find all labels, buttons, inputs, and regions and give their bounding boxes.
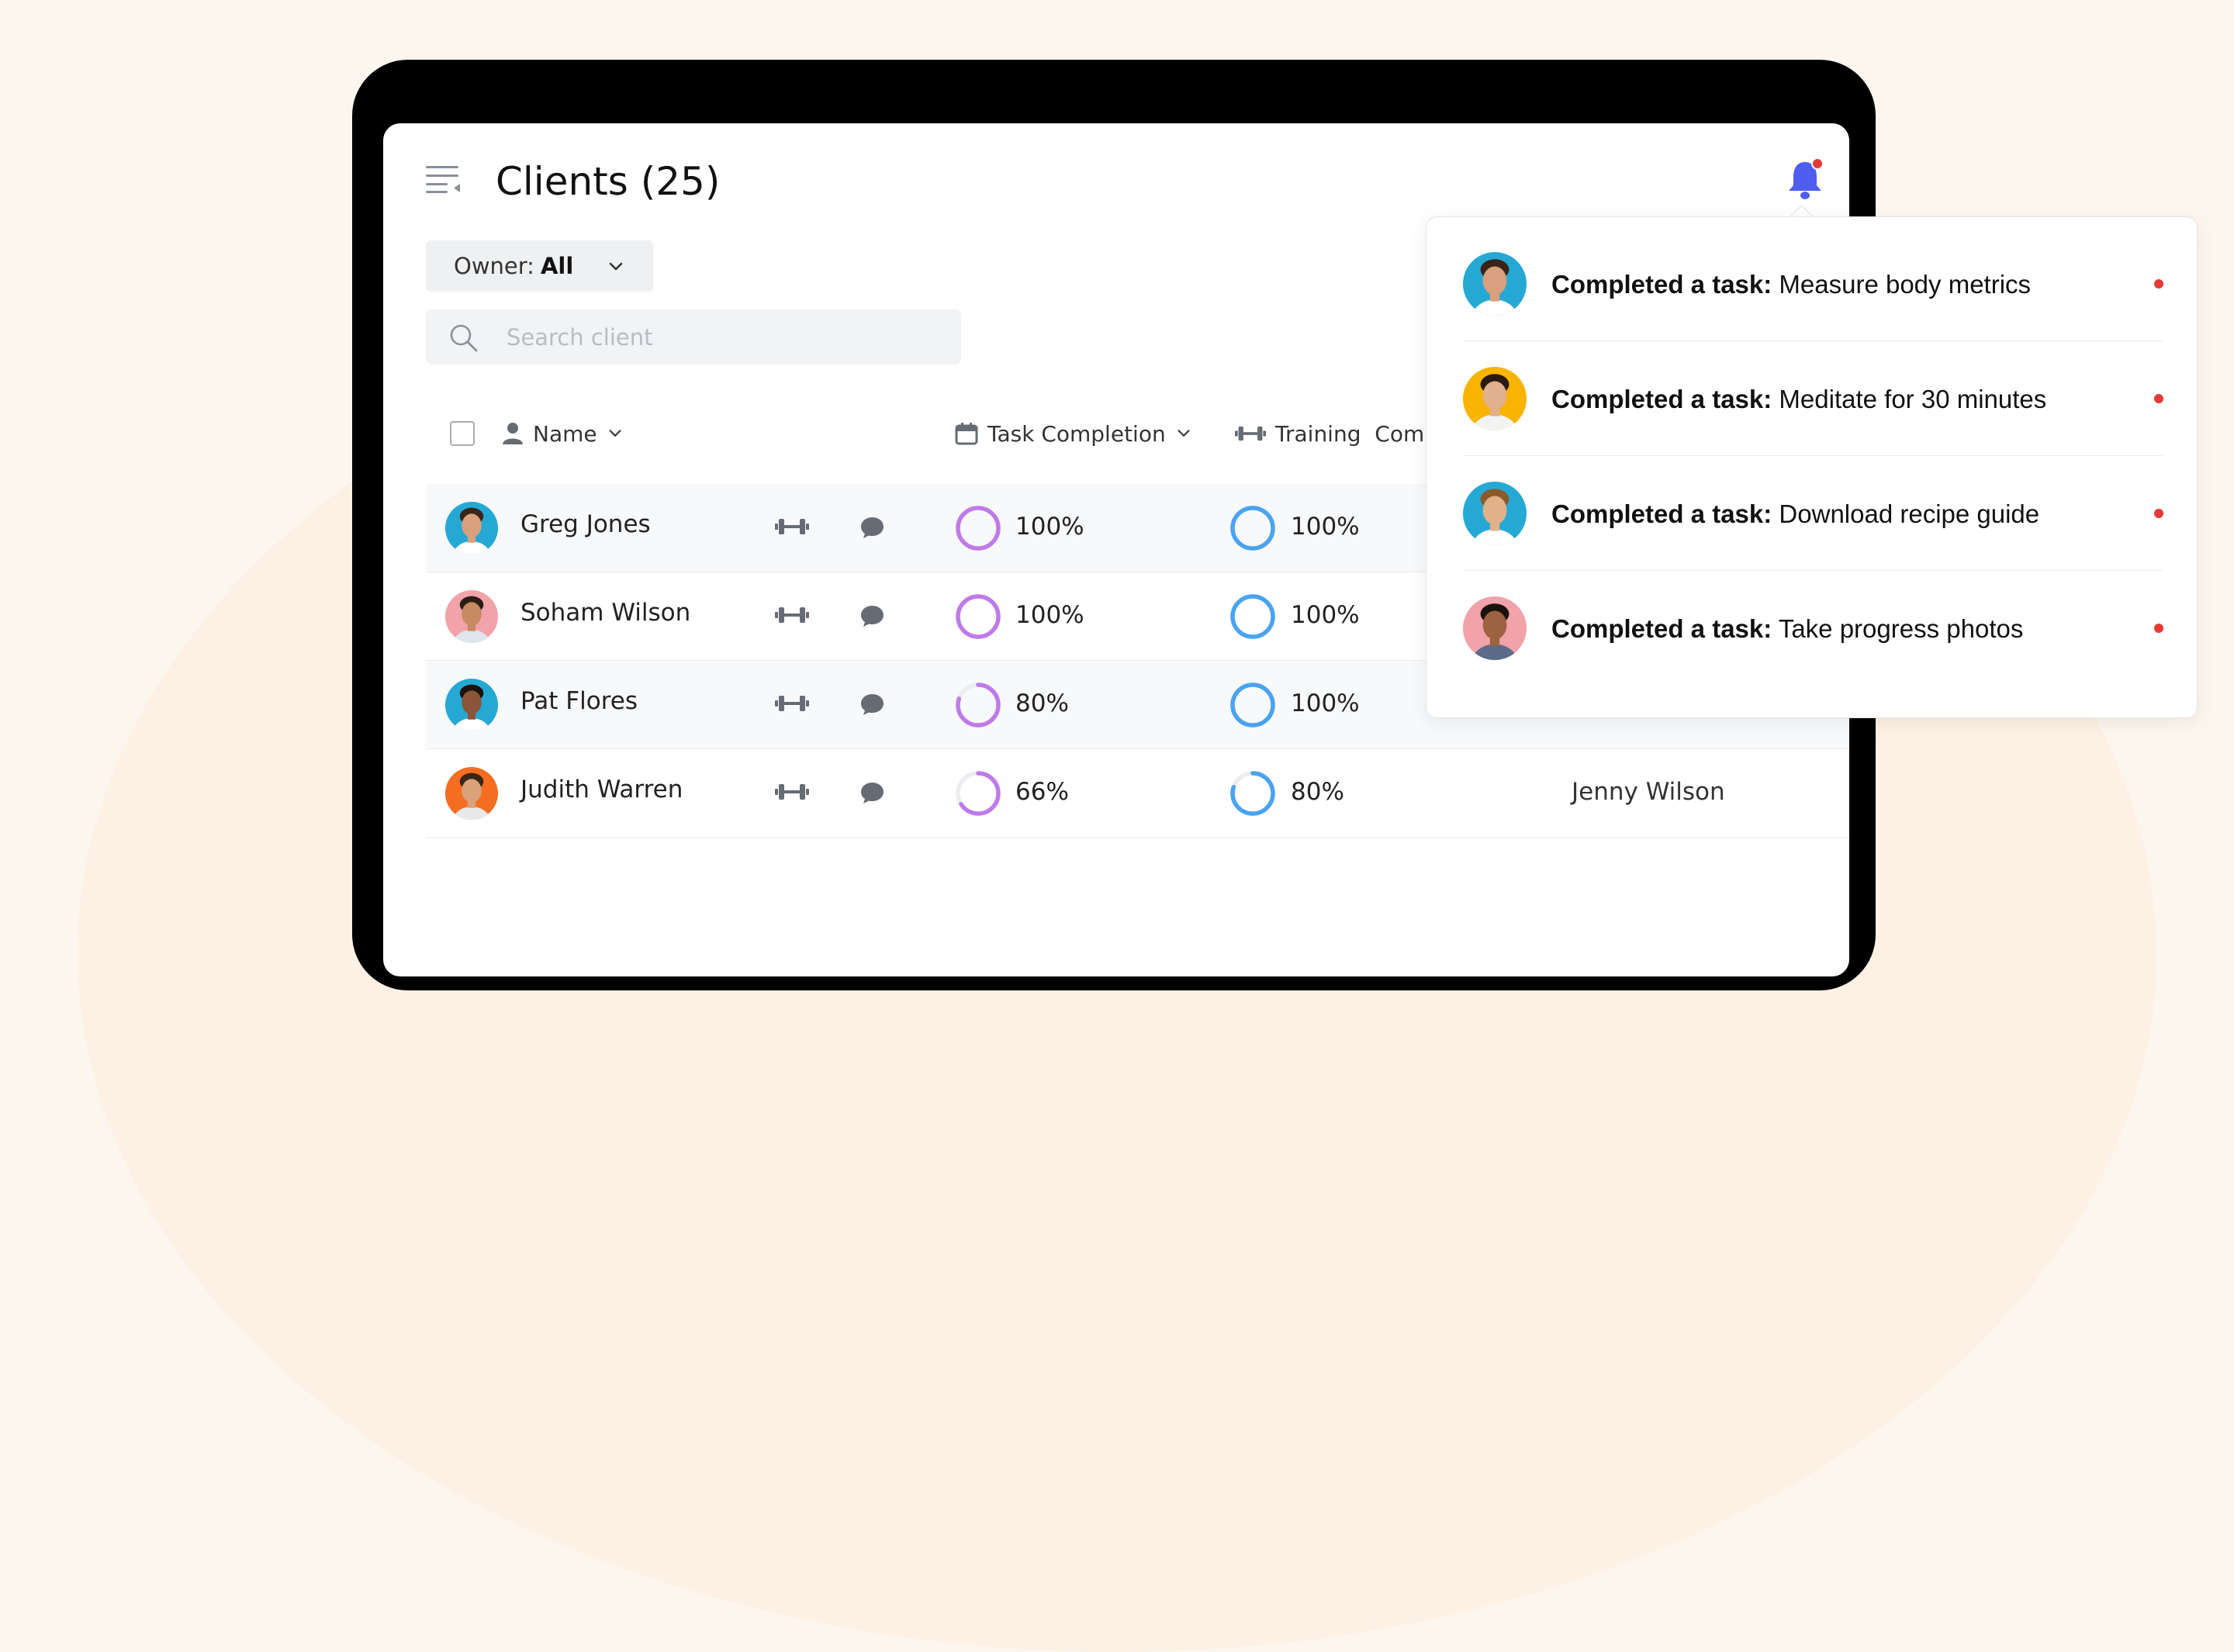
task-completion-ring: [956, 506, 1001, 551]
avatar: [1463, 367, 1527, 430]
table-header: Name Task Completion Training Comp: [426, 410, 1849, 457]
chat-icon[interactable]: [859, 604, 885, 628]
chevron-down-icon: [1178, 430, 1190, 437]
chevron-down-icon: [609, 430, 621, 437]
task-completion-value: 80%: [1015, 689, 1069, 717]
calendar-icon: [955, 423, 978, 445]
training-completion-ring-arc: [1230, 683, 1275, 728]
table-row[interactable]: Soham Wilson 100% 100%: [426, 572, 1849, 661]
task-completion-value: 100%: [1015, 601, 1084, 629]
training-completion-ring: [1230, 506, 1275, 551]
menu-icon[interactable]: [426, 164, 462, 195]
task-completion-value: 100%: [1015, 513, 1084, 541]
task-completion-ring: [956, 683, 1001, 728]
notification-text: Completed a task: Download recipe guide: [1551, 499, 2039, 529]
training-completion-value: 100%: [1291, 689, 1360, 717]
notification-badge: [1811, 157, 1824, 170]
training-completion-ring-arc: [1230, 771, 1275, 816]
task-completion-ring: [956, 771, 1001, 816]
owner-filter-value: All: [540, 253, 574, 279]
client-name[interactable]: Judith Warren: [520, 776, 683, 804]
avatar: [445, 767, 498, 820]
training-completion-ring-arc: [1230, 594, 1275, 639]
column-training-completion-header[interactable]: Training Comp: [1235, 410, 1447, 457]
task-completion-ring-arc: [956, 506, 1001, 551]
table-row[interactable]: Judith Warren 66% 80% Jenny Wilson: [426, 749, 1849, 838]
chevron-down-icon: [609, 262, 623, 271]
dumbbell-icon[interactable]: [775, 605, 809, 625]
dumbbell-icon[interactable]: [775, 693, 809, 714]
chat-icon[interactable]: [859, 781, 885, 805]
column-task-completion-header[interactable]: Task Completion: [955, 410, 1192, 457]
notification-text: Completed a task: Measure body metrics: [1551, 270, 2031, 299]
training-completion-value: 100%: [1291, 513, 1360, 541]
chat-icon[interactable]: [859, 693, 885, 717]
avatar: [445, 590, 498, 643]
notification-action: Completed a task:: [1551, 270, 1772, 299]
bell-icon[interactable]: [1786, 157, 1824, 202]
notification-task: Take progress photos: [1778, 614, 2024, 643]
column-task-completion-label: Task Completion: [987, 420, 1166, 447]
search-input[interactable]: [507, 309, 941, 365]
notification-task: Measure body metrics: [1779, 270, 2032, 299]
notification-task: Meditate for 30 minutes: [1779, 385, 2047, 413]
notification-popup: Completed a task: Measure body metrics Co…: [1426, 216, 2198, 718]
client-name[interactable]: Soham Wilson: [520, 599, 691, 627]
column-name-label: Name: [533, 420, 597, 447]
training-completion-ring: [1230, 771, 1275, 816]
dumbbell-icon[interactable]: [775, 517, 809, 537]
avatar: [1463, 482, 1527, 545]
notification-action: Completed a task:: [1551, 614, 1772, 643]
select-all-checkbox[interactable]: [450, 421, 475, 446]
task-completion-ring-arc: [956, 594, 1001, 639]
notification-task: Download recipe guide: [1779, 499, 2040, 528]
task-completion-value: 66%: [1015, 778, 1069, 806]
unread-dot: [2154, 509, 2163, 518]
task-completion-ring-arc: [956, 683, 1001, 728]
notification-text: Completed a task: Meditate for 30 minute…: [1551, 385, 2046, 414]
training-completion-ring-arc: [1230, 506, 1275, 551]
notification-item[interactable]: Completed a task: Meditate for 30 minute…: [1463, 341, 2163, 456]
task-completion-ring-arc: [956, 771, 1001, 816]
column-name-header[interactable]: Name: [502, 410, 624, 457]
column-training-completion-label: Training Comp: [1275, 420, 1439, 447]
page-title: Clients (25): [496, 159, 721, 204]
task-completion-ring: [956, 594, 1001, 639]
unread-dot: [2154, 624, 2163, 633]
avatar: [445, 502, 498, 555]
unread-dot: [2154, 279, 2163, 289]
training-completion-value: 100%: [1291, 601, 1360, 629]
client-name[interactable]: Pat Flores: [520, 687, 638, 715]
unread-dot: [2154, 394, 2163, 403]
owner-filter-dropdown[interactable]: Owner: All: [426, 240, 653, 292]
training-completion-ring: [1230, 683, 1275, 728]
notification-item[interactable]: Completed a task: Measure body metrics: [1463, 226, 2163, 341]
notification-item[interactable]: Completed a task: Take progress photos: [1463, 571, 2163, 686]
client-name[interactable]: Greg Jones: [520, 510, 651, 538]
avatar: [1463, 252, 1527, 316]
avatar: [445, 679, 498, 731]
training-completion-value: 80%: [1291, 778, 1344, 806]
person-icon: [503, 423, 523, 444]
training-completion-ring: [1230, 594, 1275, 639]
search-box: [426, 309, 961, 365]
dumbbell-icon: [1235, 426, 1266, 441]
notification-item[interactable]: Completed a task: Download recipe guide: [1463, 456, 2163, 571]
notification-action: Completed a task:: [1551, 499, 1772, 528]
chat-icon[interactable]: [859, 516, 885, 540]
notification-action: Completed a task:: [1551, 385, 1772, 413]
search-icon: [450, 324, 478, 352]
owner-name: Jenny Wilson: [1572, 778, 1725, 806]
owner-filter-label: Owner:: [454, 253, 534, 279]
notification-text: Completed a task: Take progress photos: [1551, 614, 2023, 644]
avatar: [1463, 596, 1527, 660]
dumbbell-icon[interactable]: [775, 782, 809, 802]
